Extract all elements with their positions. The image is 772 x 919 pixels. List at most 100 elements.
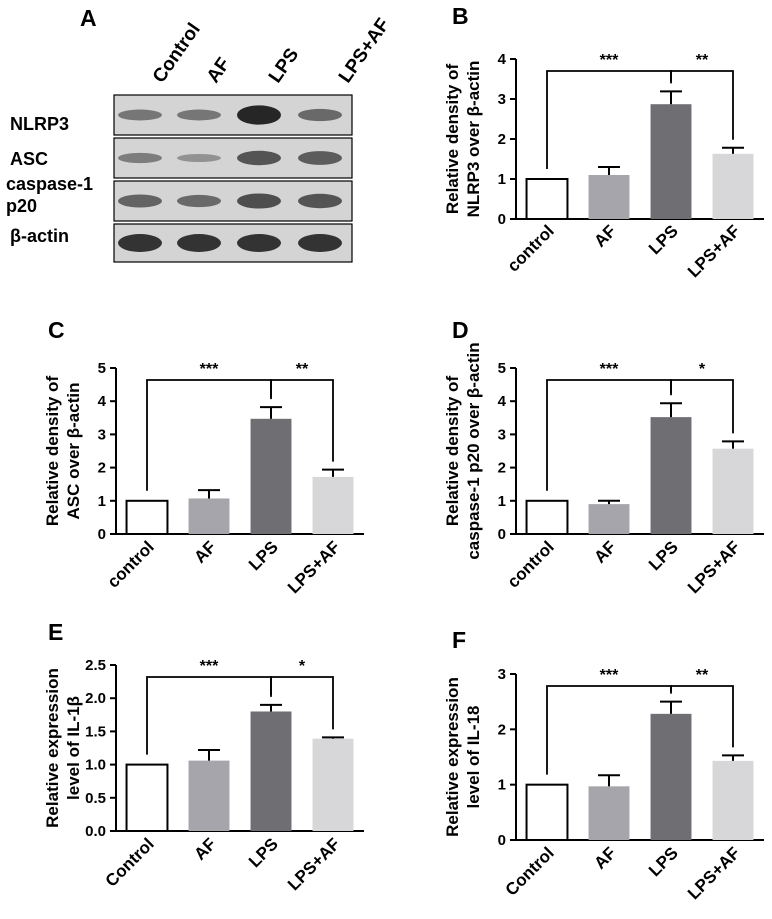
- bar: [712, 760, 754, 840]
- panel-letter: F: [452, 627, 466, 653]
- blot-band: [118, 194, 162, 208]
- blot-row-label: p20: [6, 196, 37, 216]
- y-tick-label: 2.0: [85, 690, 106, 707]
- y-tick-label: 0: [498, 526, 506, 543]
- x-category-label: LPS: [645, 843, 682, 880]
- significance-label: **: [296, 361, 309, 378]
- x-category-label: LPS+AF: [684, 843, 744, 903]
- panel-letter: D: [452, 317, 469, 343]
- y-tick-label: 2.5: [85, 657, 106, 674]
- x-category-label: Control: [502, 843, 558, 899]
- blot-band: [237, 105, 281, 125]
- x-category-label: AF: [190, 537, 219, 566]
- blot-band: [177, 109, 221, 121]
- significance-bracket: [270, 379, 334, 462]
- x-category-label: LPS: [245, 834, 282, 871]
- significance-label: ***: [200, 361, 219, 378]
- x-category-label: LPS+AF: [684, 537, 744, 597]
- y-tick-label: 3: [98, 426, 106, 443]
- y-axis-label: level of IL-1β: [64, 696, 83, 800]
- y-tick-label: 2: [498, 131, 506, 148]
- panel-letter: E: [48, 619, 63, 645]
- x-category-label: LPS: [645, 221, 682, 258]
- y-tick-label: 0.5: [85, 790, 106, 807]
- significance-bracket: [670, 685, 734, 748]
- x-category-label: control: [504, 221, 558, 275]
- x-category-label: control: [104, 537, 158, 591]
- blot-band: [237, 234, 281, 252]
- significance-label: **: [696, 667, 709, 684]
- y-tick-label: 4: [98, 393, 107, 410]
- blot-band: [298, 108, 342, 122]
- y-axis-label: level of IL-18: [464, 706, 483, 809]
- blot-column-label: AF: [203, 54, 235, 87]
- y-axis-label: caspase-1 p20 over β-actin: [464, 342, 483, 559]
- x-category-label: Control: [102, 834, 158, 890]
- bar: [650, 417, 692, 534]
- x-category-label: AF: [590, 221, 619, 250]
- blot-row-label: β-actin: [10, 226, 69, 246]
- y-tick-label: 0: [498, 211, 506, 228]
- x-category-label: LPS+AF: [684, 221, 744, 281]
- y-axis-label: NLRP3 over β-actin: [464, 61, 483, 218]
- x-category-label: LPS+AF: [284, 834, 344, 894]
- blot-column-label: Control: [149, 19, 205, 86]
- bar: [588, 786, 630, 840]
- bar: [312, 476, 354, 534]
- y-tick-label: 0: [98, 526, 106, 543]
- bar: [712, 448, 754, 534]
- y-axis-label: Relative density of: [43, 376, 62, 527]
- significance-label: ***: [200, 658, 219, 675]
- blot-band: [177, 153, 221, 163]
- bar: [188, 498, 230, 534]
- y-tick-label: 5: [498, 360, 506, 377]
- significance-label: **: [696, 52, 709, 69]
- x-category-label: LPS: [245, 537, 282, 574]
- significance-bracket: [270, 676, 334, 730]
- chart-b: B 0 1 2 3 4 Relative density of NLRP3 over β-ac…: [443, 3, 764, 281]
- significance-label: ***: [600, 52, 619, 69]
- bar: [525, 178, 569, 220]
- y-tick-label: 2: [498, 721, 506, 738]
- y-tick-label: 5: [98, 360, 106, 377]
- significance-label: ***: [600, 361, 619, 378]
- panel-letter-a: A: [80, 5, 97, 31]
- y-tick-label: 3: [498, 666, 506, 683]
- panel-letter: C: [48, 317, 65, 343]
- y-axis-label: Relative expression: [443, 677, 462, 837]
- y-tick-label: 1.5: [85, 723, 106, 740]
- bar: [250, 418, 292, 534]
- y-axis-label: Relative density of: [443, 64, 462, 215]
- chart-e: E 0.0 0.5 1.0 1.5 2.0 2.5 Relative expression le…: [43, 619, 364, 894]
- significance-label: *: [699, 361, 706, 378]
- blot-band: [177, 194, 221, 208]
- blot-column-label: LPS+AF: [335, 15, 394, 87]
- x-category-label: LPS: [645, 537, 682, 574]
- bar: [588, 504, 630, 534]
- y-axis-label: Relative density of: [443, 376, 462, 527]
- blot-band: [298, 234, 342, 252]
- bar: [525, 499, 569, 535]
- y-tick-label: 2: [498, 460, 506, 477]
- bar: [125, 763, 169, 832]
- panel-letter: B: [452, 3, 469, 29]
- blot-band: [237, 150, 281, 166]
- blot-band: [118, 234, 162, 252]
- y-tick-label: 1: [98, 493, 106, 510]
- chart-f: F 0 1 2 3 Relative expression level of IL-18 Co…: [443, 627, 764, 903]
- bar: [125, 499, 169, 535]
- significance-label: *: [299, 658, 306, 675]
- bar: [650, 713, 692, 840]
- blot-band: [177, 234, 221, 252]
- blot-band: [298, 193, 342, 209]
- bar: [588, 175, 630, 219]
- blot-band: [298, 151, 342, 165]
- y-tick-label: 1: [498, 493, 506, 510]
- significance-bracket: [670, 70, 734, 140]
- x-category-label: control: [504, 537, 558, 591]
- bar: [188, 760, 230, 831]
- y-axis-label: Relative expression: [43, 668, 62, 828]
- blot-row-label: NLRP3: [10, 114, 69, 134]
